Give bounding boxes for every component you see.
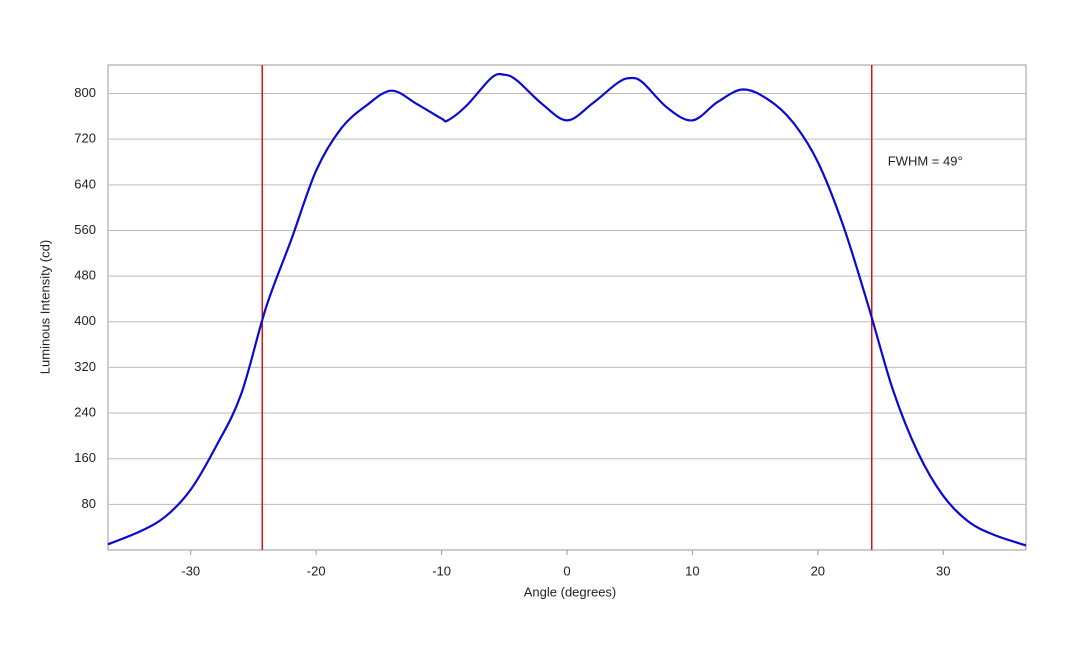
y-axis-label: Luminous Intensity (cd): [37, 240, 52, 374]
y-tick-label: 640: [74, 176, 96, 191]
y-tick-label: 720: [74, 131, 96, 146]
y-tick-label: 800: [74, 85, 96, 100]
y-tick-label: 560: [74, 222, 96, 237]
y-tick-label: 160: [74, 450, 96, 465]
data-line: [107, 72, 1027, 547]
x-tick-label: -30: [181, 563, 200, 578]
y-tick-label: 240: [74, 404, 96, 419]
x-tick-label: 20: [811, 563, 825, 578]
x-tick-label: 30: [936, 563, 950, 578]
y-tick-label: 480: [74, 268, 96, 283]
y-tick-label: 80: [82, 496, 96, 511]
y-tick-label: 400: [74, 313, 96, 328]
annotation: FWHM = 49°: [888, 153, 963, 168]
x-tick-label: 0: [563, 563, 570, 578]
x-axis-label: Angle (degrees): [524, 584, 617, 599]
x-tick-label: 10: [685, 563, 699, 578]
y-tick-label: 320: [74, 359, 96, 374]
x-tick-label: -20: [307, 563, 326, 578]
x-tick-label: -10: [432, 563, 451, 578]
plot-frame: [107, 64, 1027, 551]
